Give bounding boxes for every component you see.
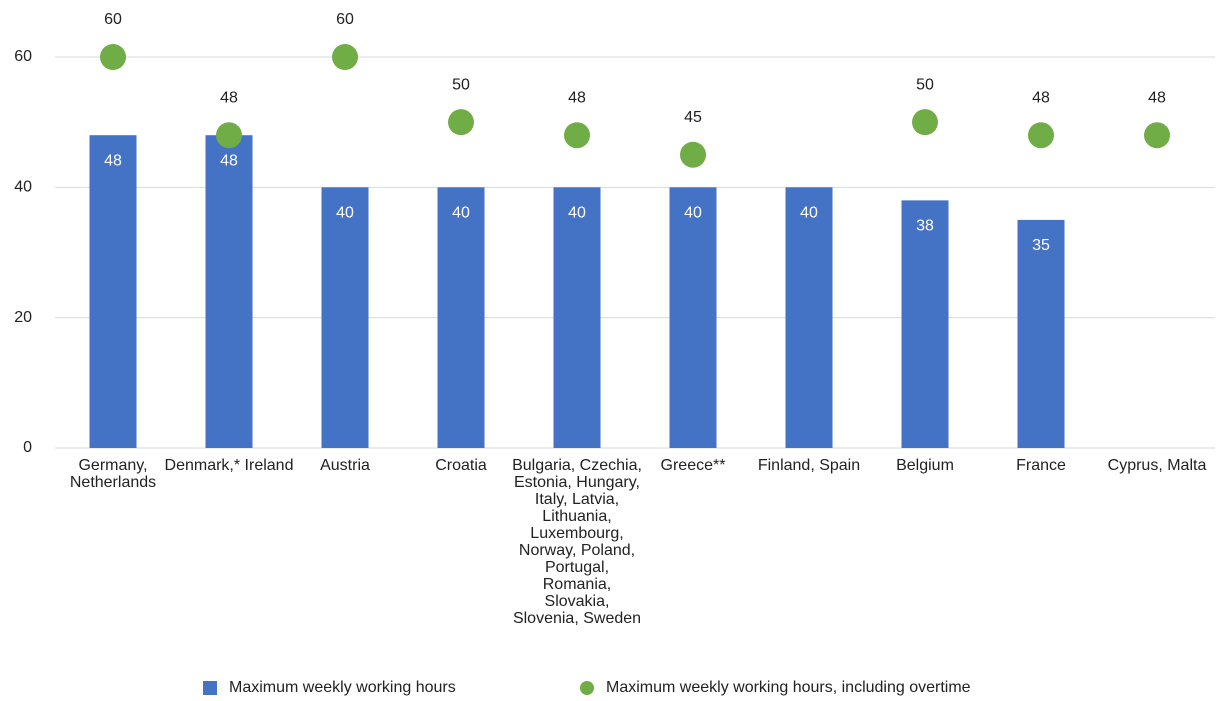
x-tick-label: France bbox=[1016, 457, 1066, 474]
x-tick-label: Belgium bbox=[896, 457, 954, 474]
x-tick-label: Germany, Netherlands bbox=[69, 457, 157, 491]
data-label: 50 bbox=[452, 76, 470, 93]
data-label: 38 bbox=[916, 218, 934, 235]
data-label: 48 bbox=[1032, 89, 1050, 106]
dot bbox=[448, 109, 474, 136]
data-label: 40 bbox=[800, 205, 818, 222]
x-tick-label: Cyprus, Malta bbox=[1107, 457, 1207, 474]
dot bbox=[1144, 122, 1170, 149]
legend-item: Maximum weekly working hours, including … bbox=[580, 679, 971, 697]
data-label: 48 bbox=[568, 89, 586, 106]
data-label: 48 bbox=[220, 152, 238, 169]
dot bbox=[680, 141, 706, 168]
dot bbox=[216, 122, 242, 149]
legend-item: Maximum weekly working hours bbox=[203, 679, 456, 697]
data-label: 48 bbox=[1148, 89, 1166, 106]
y-tick-label: 60 bbox=[14, 48, 32, 65]
bar bbox=[89, 135, 137, 448]
y-tick-label: 20 bbox=[14, 309, 32, 326]
bar bbox=[785, 187, 833, 449]
bar bbox=[321, 187, 369, 449]
bar bbox=[901, 200, 949, 448]
legend-label: Maximum weekly working hours, including … bbox=[606, 679, 971, 696]
dot bbox=[332, 44, 358, 70]
data-label: 40 bbox=[568, 205, 586, 222]
data-label: 35 bbox=[1032, 237, 1050, 254]
legend-swatch bbox=[580, 681, 594, 695]
legend-label: Maximum weekly working hours bbox=[229, 679, 456, 696]
y-tick-label: 0 bbox=[23, 439, 32, 456]
x-tick-label: Finland, Spain bbox=[757, 457, 861, 474]
bar bbox=[669, 187, 717, 449]
x-tick-label: Croatia bbox=[435, 457, 487, 474]
dot bbox=[564, 122, 590, 149]
data-label: 60 bbox=[104, 11, 122, 28]
bar bbox=[1017, 219, 1065, 448]
data-label: 48 bbox=[220, 89, 238, 106]
data-label: 60 bbox=[336, 11, 354, 28]
data-label: 45 bbox=[684, 109, 702, 126]
data-label: 40 bbox=[336, 205, 354, 222]
bar bbox=[437, 187, 485, 449]
legend-swatch bbox=[203, 681, 217, 695]
x-tick-label: Bulgaria, Czechia, Estonia, Hungary, Ita… bbox=[512, 457, 642, 627]
x-tick-label: Greece** bbox=[660, 457, 726, 474]
dot bbox=[1028, 122, 1054, 149]
x-tick-label: Denmark,* Ireland bbox=[164, 457, 294, 474]
x-tick-label: Austria bbox=[320, 457, 370, 474]
data-label: 50 bbox=[916, 76, 934, 93]
bar bbox=[553, 187, 601, 449]
dot bbox=[912, 109, 938, 136]
data-label: 48 bbox=[104, 152, 122, 169]
dot bbox=[100, 44, 126, 70]
data-label: 40 bbox=[684, 205, 702, 222]
bar bbox=[205, 135, 253, 448]
data-label: 40 bbox=[452, 205, 470, 222]
y-tick-label: 40 bbox=[14, 179, 32, 196]
